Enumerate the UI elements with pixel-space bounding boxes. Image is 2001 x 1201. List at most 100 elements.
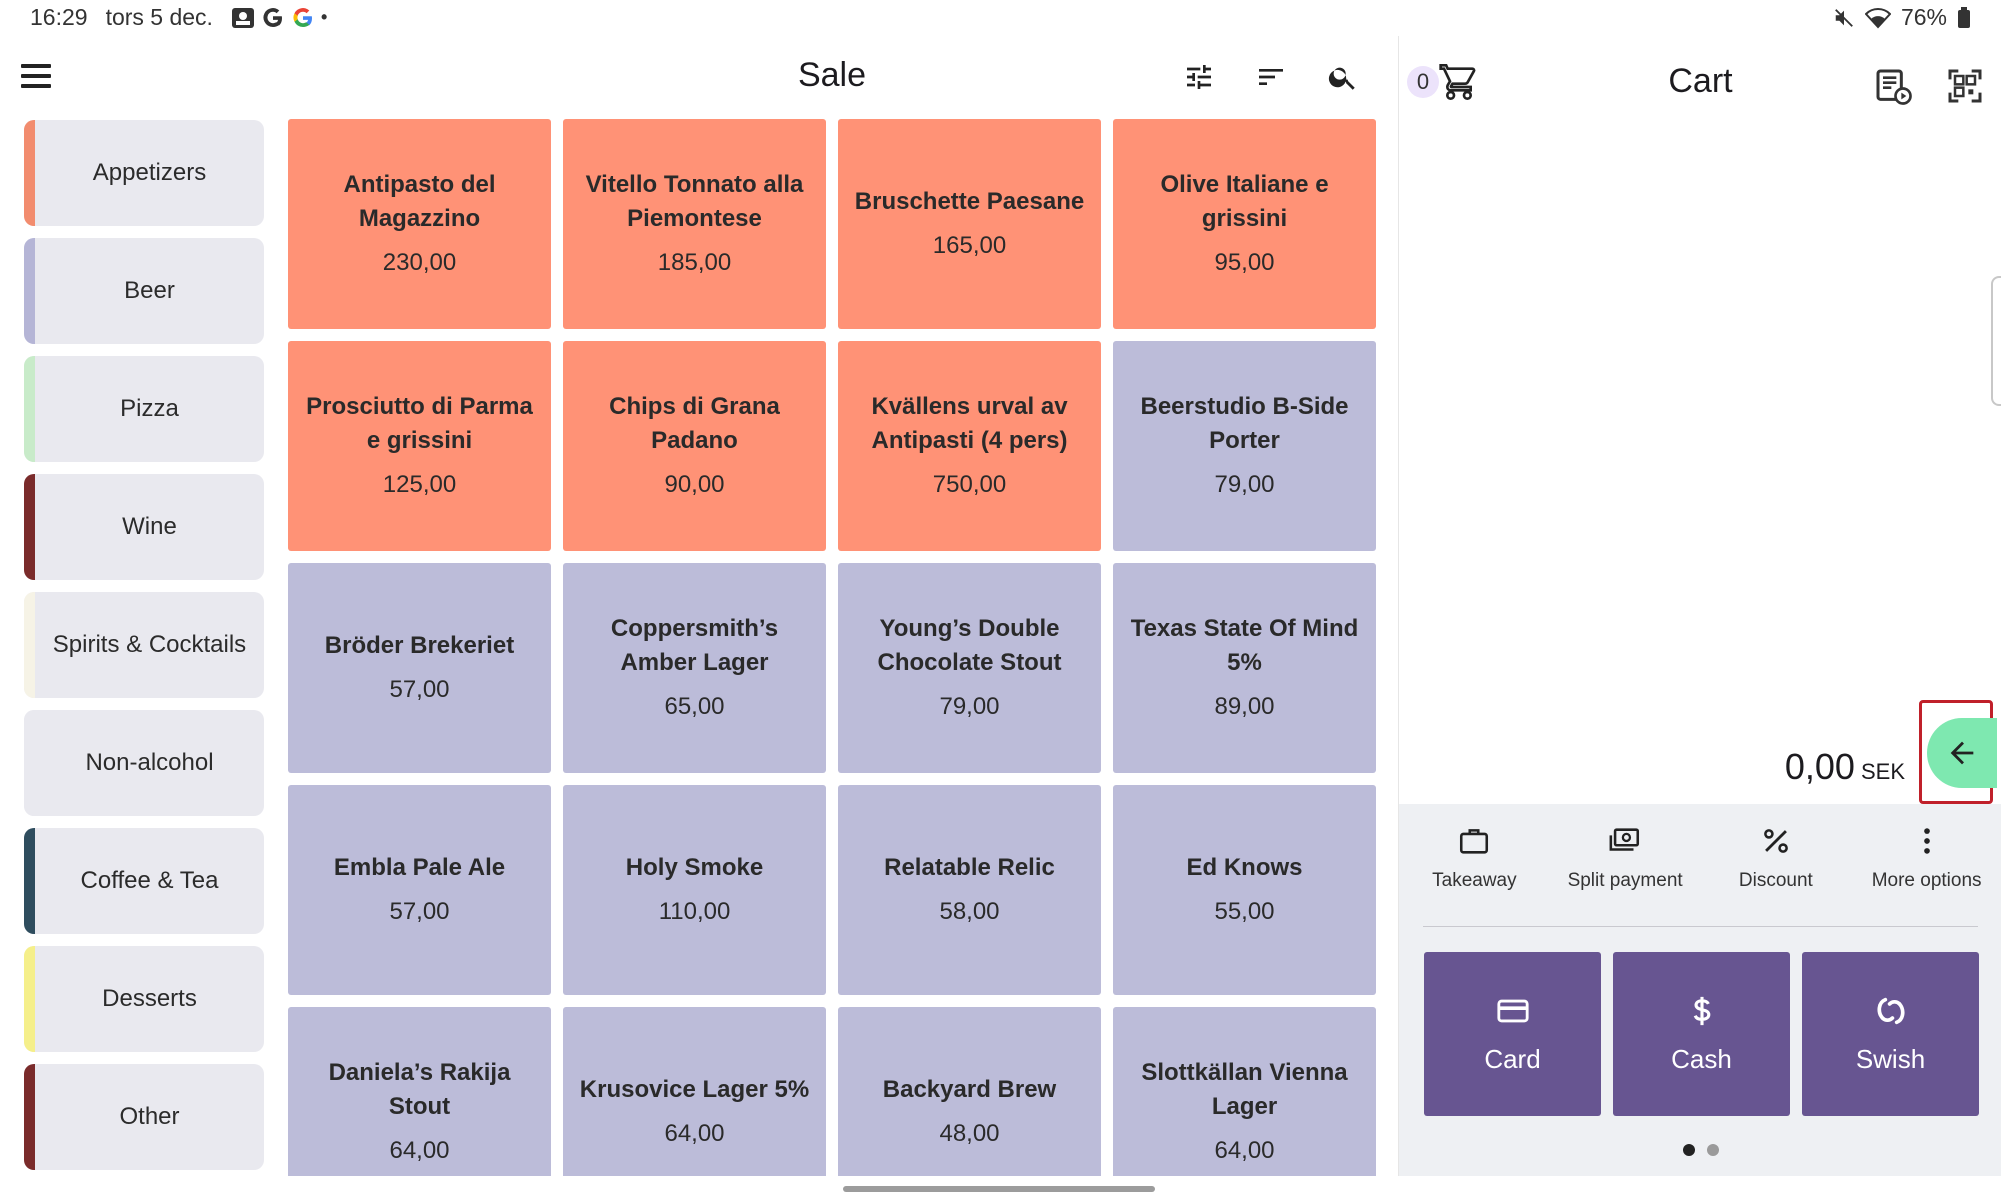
product-tile[interactable]: Vitello Tonnato alla Piemontese 185,00 <box>563 119 826 329</box>
product-name: Holy Smoke <box>625 854 764 881</box>
sort-icon[interactable] <box>1250 56 1292 98</box>
arrow-back-icon <box>1950 741 1974 765</box>
discount-button[interactable]: Discount <box>1701 824 1852 904</box>
category-wine[interactable]: Wine <box>24 474 264 580</box>
percent-icon <box>1763 829 1788 853</box>
category-beer[interactable]: Beer <box>24 238 264 344</box>
category-desserts[interactable]: Desserts <box>24 946 264 1052</box>
search-icon[interactable] <box>1322 56 1364 98</box>
menu-icon[interactable] <box>18 58 54 94</box>
product-tile[interactable]: Relatable Relic 58,00 <box>838 785 1101 995</box>
more-options-button[interactable]: More options <box>1851 824 2001 904</box>
category-spirits-cocktails[interactable]: Spirits & Cocktails <box>24 592 264 698</box>
product-tile[interactable]: Slottkällan Vienna Lager 64,00 <box>1113 1007 1376 1179</box>
product-tile[interactable]: Antipasto del Magazzino 230,00 <box>288 119 551 329</box>
product-name: Relatable Relic <box>884 854 1055 881</box>
category-color-stripe <box>24 592 35 698</box>
cart-total: 0,00 SEK <box>1785 746 1905 788</box>
product-tile[interactable]: Daniela’s Rakija Stout 64,00 <box>288 1007 551 1179</box>
product-name: Chips di Grana Padano <box>609 393 780 454</box>
pay-swish-button[interactable]: Swish <box>1802 952 1979 1116</box>
cart-action-row: Takeaway Split payment Discount More opt… <box>1399 824 2001 904</box>
product-name: Antipasto del Magazzino <box>343 171 496 232</box>
category-appetizers[interactable]: Appetizers <box>24 120 264 226</box>
swish-icon <box>1877 997 1904 1024</box>
product-tile[interactable]: Embla Pale Ale 57,00 <box>288 785 551 995</box>
product-price: 79,00 <box>939 693 1000 720</box>
product-name: Krusovice Lager 5% <box>579 1076 810 1103</box>
more-notifications-dot-icon: • <box>320 7 328 27</box>
product-name: Bruschette Paesane <box>854 188 1085 215</box>
product-price: 185,00 <box>657 249 732 276</box>
product-name: Beerstudio B-Side Porter <box>1140 393 1349 454</box>
product-tile[interactable]: Texas State Of Mind 5% 89,00 <box>1113 563 1376 773</box>
qr-scan-icon[interactable] <box>1945 66 1985 106</box>
product-name: Young’s Double Chocolate Stout <box>877 615 1062 676</box>
product-tile[interactable]: Backyard Brew 48,00 <box>838 1007 1101 1179</box>
product-tile[interactable]: Coppersmith’s Amber Lager 65,00 <box>563 563 826 773</box>
battery-percent: 76% <box>1900 4 1947 30</box>
briefcase-icon <box>1460 829 1489 854</box>
photo-notification-icon <box>231 7 254 28</box>
category-pizza[interactable]: Pizza <box>24 356 264 462</box>
cart-count-badge: 0 <box>1407 66 1439 98</box>
product-tile[interactable]: Holy Smoke 110,00 <box>563 785 826 995</box>
product-tile[interactable]: Beerstudio B-Side Porter 79,00 <box>1113 341 1376 551</box>
product-price: 79,00 <box>1214 471 1275 498</box>
product-price: 165,00 <box>932 232 1007 259</box>
product-tile[interactable]: Bruschette Paesane 165,00 <box>838 119 1101 329</box>
page-dot[interactable] <box>1682 1144 1695 1156</box>
cart-panel: 0 Cart 0,00 SEK Takeaway Split payment Di… <box>1398 36 2001 1186</box>
pay-cash-button[interactable]: Cash <box>1613 952 1790 1116</box>
category-other[interactable]: Other <box>24 1064 264 1170</box>
shopping-cart-icon[interactable] <box>1439 62 1479 102</box>
product-price: 750,00 <box>932 471 1007 498</box>
category-coffee-tea[interactable]: Coffee & Tea <box>24 828 264 934</box>
pay-card-button[interactable]: Card <box>1424 952 1601 1116</box>
product-tile[interactable]: Olive Italiane e grissini 95,00 <box>1113 119 1376 329</box>
product-price: 55,00 <box>1214 898 1275 925</box>
filter-sliders-icon[interactable] <box>1178 56 1220 98</box>
cart-currency: SEK <box>1860 759 1905 784</box>
product-price: 90,00 <box>664 471 725 498</box>
status-date: tors 5 dec. <box>105 4 213 30</box>
product-tile[interactable]: Krusovice Lager 5% 64,00 <box>563 1007 826 1179</box>
product-price: 95,00 <box>1214 249 1275 276</box>
product-price: 48,00 <box>939 1120 1000 1147</box>
product-tile[interactable]: Kvällens urval av Antipasti (4 pers) 750,… <box>838 341 1101 551</box>
cart-total-amount: 0,00 <box>1784 746 1855 787</box>
payment-buttons: Card Cash Swish <box>1424 952 1979 1116</box>
category-color-stripe <box>24 946 35 1052</box>
page-dot[interactable] <box>1706 1144 1719 1156</box>
product-price: 125,00 <box>382 471 457 498</box>
page-title: Sale <box>797 56 867 94</box>
gesture-nav-handle[interactable] <box>843 1186 1155 1192</box>
page-indicator <box>1399 1144 2001 1156</box>
wifi-icon <box>1864 7 1891 28</box>
category-color-stripe <box>24 120 35 226</box>
split-payment-button[interactable]: Split payment <box>1550 824 1701 904</box>
product-tile[interactable]: Ed Knows 55,00 <box>1113 785 1376 995</box>
takeaway-button[interactable]: Takeaway <box>1399 824 1550 904</box>
product-name: Vitello Tonnato alla Piemontese <box>585 171 804 232</box>
side-scroll-handle[interactable] <box>1991 276 2001 406</box>
product-tile[interactable]: Chips di Grana Padano 90,00 <box>563 341 826 551</box>
collapse-cart-button[interactable] <box>1927 718 1997 788</box>
product-tile[interactable]: Young’s Double Chocolate Stout 79,00 <box>838 563 1101 773</box>
receipt-play-icon[interactable] <box>1873 66 1913 106</box>
sale-toolbar: Sale <box>0 36 1398 116</box>
more-vert-icon <box>1923 828 1930 854</box>
product-price: 230,00 <box>382 249 457 276</box>
category-color-stripe <box>24 238 35 344</box>
category-non-alcohol[interactable]: Non-alcohol <box>24 710 264 816</box>
product-name: Coppersmith’s Amber Lager <box>610 615 779 676</box>
product-name: Olive Italiane e grissini <box>1160 171 1329 232</box>
product-price: 65,00 <box>664 693 725 720</box>
product-price: 57,00 <box>389 676 450 703</box>
product-name: Daniela’s Rakija Stout <box>328 1059 511 1120</box>
product-name: Slottkällan Vienna Lager <box>1141 1059 1348 1120</box>
product-tile[interactable]: Bröder Brekeriet 57,00 <box>288 563 551 773</box>
actions-divider <box>1423 926 1978 927</box>
google-color-icon <box>293 7 312 27</box>
product-tile[interactable]: Prosciutto di Parma e grissini 125,00 <box>288 341 551 551</box>
